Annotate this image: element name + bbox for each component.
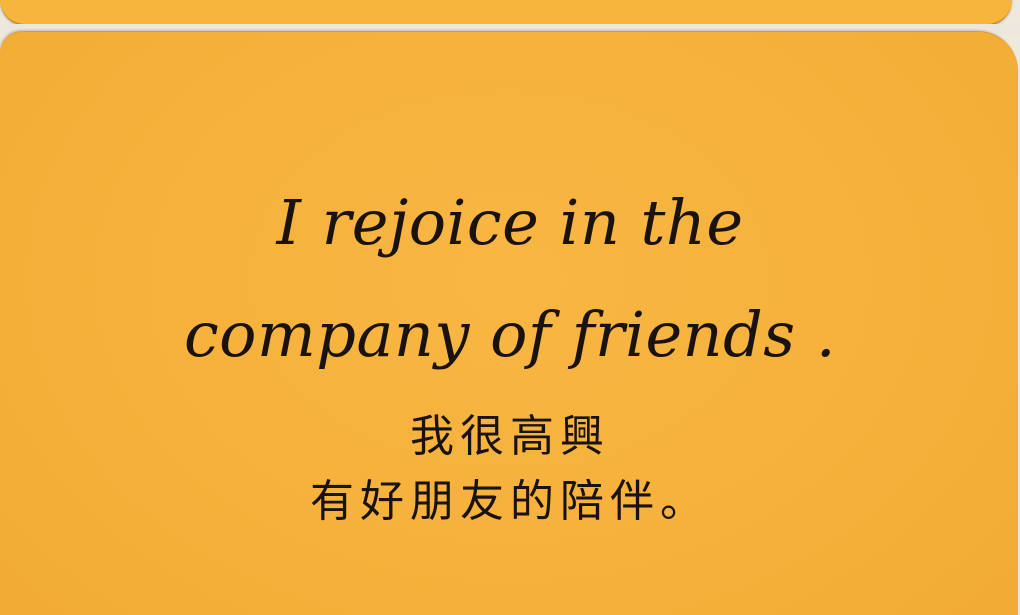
english-line-2: company of friends .: [183, 298, 837, 371]
chinese-line-1: 我很高興: [410, 411, 610, 462]
card-gap: [0, 24, 1020, 34]
affirmation-card: [0, 31, 1018, 615]
chinese-line-2: 有好朋友的陪伴。: [310, 476, 710, 527]
english-line-1: I rejoice in the: [276, 186, 744, 259]
top-card-edge: [0, 0, 1012, 26]
